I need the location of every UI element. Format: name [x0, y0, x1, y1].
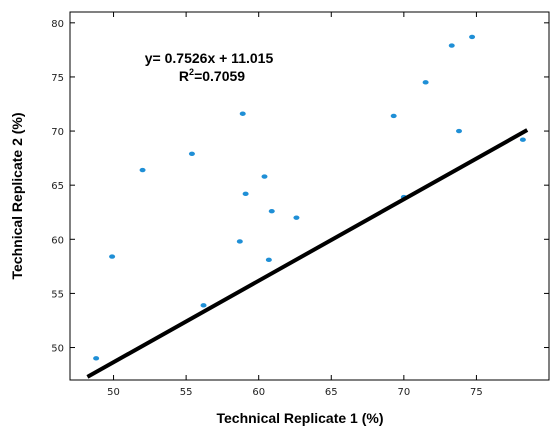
data-points [93, 34, 526, 361]
data-point [390, 113, 397, 119]
x-axis-ticks: 50 55 60 65 70 75 [107, 12, 483, 398]
x-axis-title: Technical Replicate 1 (%) [216, 410, 383, 426]
x-tick-label: 50 [107, 387, 120, 398]
data-point [139, 167, 146, 173]
x-tick-label: 60 [252, 387, 265, 398]
y-tick-label: 80 [51, 19, 64, 30]
x-tick-label: 65 [325, 387, 338, 398]
equation-label: y= 0.7526x + 11.015 [145, 50, 274, 66]
data-point [261, 174, 268, 179]
data-point [519, 137, 526, 142]
data-point [188, 151, 195, 156]
x-tick-label: 55 [180, 387, 193, 398]
data-point [200, 303, 207, 308]
y-tick-label: 70 [51, 127, 64, 138]
plot-frame [69, 11, 550, 381]
data-point [109, 254, 116, 259]
data-point [456, 128, 463, 134]
data-point [448, 43, 455, 48]
data-point [293, 215, 300, 220]
data-point [93, 356, 100, 361]
y-axis-title: Technical Replicate 2 (%) [9, 112, 25, 279]
x-tick-label: 75 [470, 387, 483, 398]
y-axis-ticks: 50 55 60 65 70 75 80 [51, 19, 549, 355]
data-point [469, 34, 476, 40]
data-point [422, 80, 429, 85]
y-tick-label: 50 [51, 344, 64, 355]
y-tick-label: 60 [51, 235, 64, 246]
data-point [236, 239, 243, 244]
r-squared-label: R2=0.7059 [179, 67, 245, 84]
data-point [268, 208, 275, 214]
y-tick-label: 55 [51, 289, 64, 300]
data-point [265, 257, 272, 263]
data-point [242, 191, 249, 197]
y-tick-label: 75 [51, 73, 64, 84]
trendline [86, 128, 529, 379]
y-tick-label: 65 [51, 181, 64, 192]
x-tick-label: 70 [397, 387, 410, 398]
data-point [239, 111, 246, 116]
